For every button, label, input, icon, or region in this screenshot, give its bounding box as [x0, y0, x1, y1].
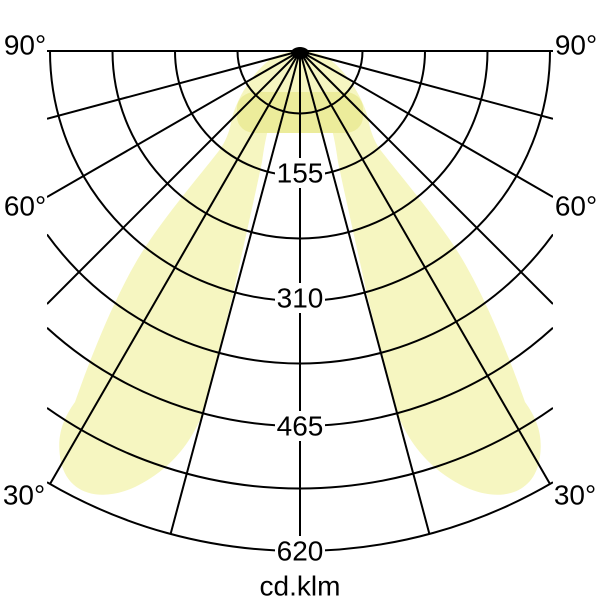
grid-arc — [236, 50, 364, 115]
grid-arc — [111, 50, 489, 240]
clipped-grid-group — [47, 47, 553, 552]
grid-ray — [299, 50, 553, 120]
grid-ray — [47, 50, 301, 120]
unit-label: cd.klm — [260, 571, 341, 600]
angle-label: 30° — [554, 480, 596, 511]
value-label-group: 155 310 465 620 — [275, 158, 325, 567]
grid-ray — [47, 50, 301, 305]
value-label-mask — [275, 411, 325, 441]
value-label-mask — [275, 536, 325, 566]
value-label: 620 — [277, 536, 324, 567]
value-label-mask — [275, 283, 325, 313]
grid-ray — [299, 50, 553, 305]
beam-lobe-left — [59, 51, 301, 495]
value-label: 465 — [277, 411, 324, 442]
grid-ray — [299, 50, 553, 198]
grid-arc — [47, 233, 553, 365]
grid-arc — [47, 407, 553, 490]
angle-label: 90° — [4, 30, 46, 61]
value-label-mask — [275, 158, 325, 188]
angle-label: 30° — [3, 480, 45, 511]
angle-label: 60° — [555, 191, 597, 222]
angle-label: 60° — [4, 191, 46, 222]
grid-ray — [47, 50, 301, 198]
beam-lobe-right — [300, 51, 541, 495]
angle-label: 90° — [555, 30, 597, 61]
value-label: 310 — [277, 283, 324, 314]
origin-point — [291, 47, 309, 59]
value-label: 155 — [277, 158, 324, 189]
